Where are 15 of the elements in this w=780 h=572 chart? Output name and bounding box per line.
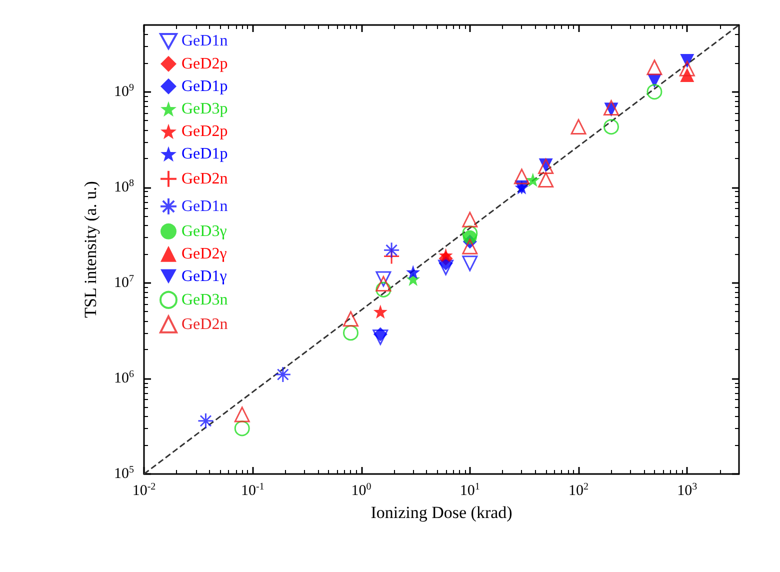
legend-label: GeD1n	[182, 198, 228, 215]
legend-label: GeD2γ	[182, 245, 227, 262]
legend-label: GeD3γ	[182, 222, 227, 240]
x-axis-title: Ionizing Dose (krad)	[370, 503, 512, 522]
legend-label: GeD2p	[182, 122, 228, 140]
legend-label: GeD1p	[182, 145, 228, 162]
legend-label: GeD2p	[182, 55, 228, 72]
legend-label: GeD3n	[182, 291, 228, 308]
y-axis-title: TSL intensity (a. u.)	[81, 181, 100, 318]
legend-label: GeD2n	[182, 170, 228, 188]
legend-label: GeD2n	[182, 316, 228, 333]
legend-label: GeD1p	[182, 78, 228, 95]
legend-label: GeD1n	[182, 32, 228, 50]
legend-label: GeD3p	[182, 100, 228, 118]
legend-label: GeD1γ	[182, 268, 227, 285]
